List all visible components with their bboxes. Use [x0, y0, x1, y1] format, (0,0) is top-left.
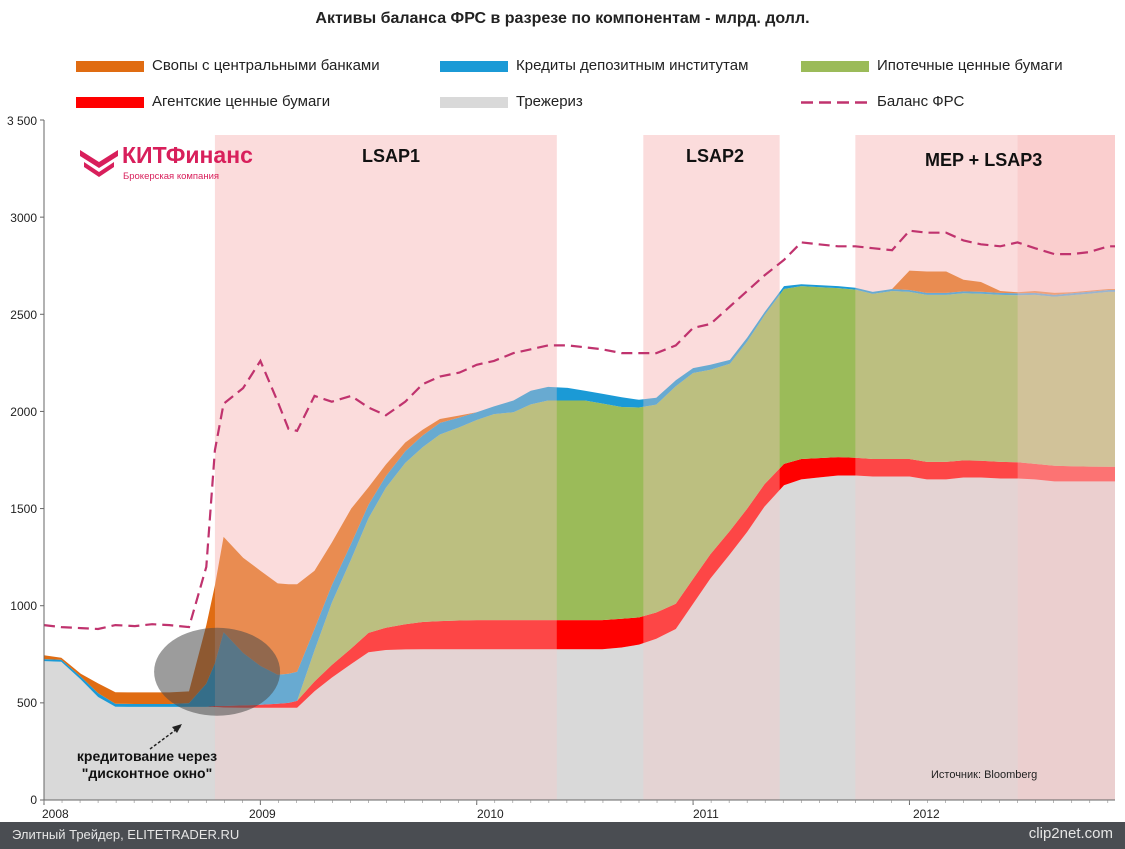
x-tick-label: 2008 [42, 807, 69, 821]
company-logo: КИТФинанс Брокерская компания [78, 142, 253, 188]
y-tick-label: 3000 [10, 211, 37, 225]
shaded-period-overlay [1017, 135, 1115, 800]
source-note: Источник: Bloomberg [931, 769, 1038, 781]
balance-line [43, 229, 1115, 631]
footer-bar: Элитный Трейдер, ELITETRADER.RU clip2net… [0, 822, 1125, 849]
series-line-balance [43, 229, 1115, 631]
legend-label-mortgage: Ипотечные ценные бумаги [877, 57, 1063, 74]
footer-site-label: Элитный Трейдер, ELITETRADER.RU [12, 827, 240, 842]
arrowhead-icon [172, 724, 182, 733]
y-tick-label: 1500 [10, 502, 37, 516]
legend-label-swaps: Свопы с центральными банками [152, 57, 380, 74]
legend-label-credits: Кредиты депозитным институтам [516, 57, 749, 74]
x-tick-label: 2011 [693, 807, 719, 821]
legend-label-agency: Агентские ценные бумаги [152, 93, 331, 110]
period-label-lsap2: LSAP2 [686, 146, 745, 166]
y-tick-label: 3 500 [6, 114, 37, 128]
highlight-ellipse [154, 627, 281, 716]
x-tick-label: 2012 [913, 807, 940, 821]
footer-watermark: clip2net.com [1028, 825, 1113, 842]
y-tick-label: 0 [30, 793, 37, 807]
x-tick-label: 2009 [249, 807, 276, 821]
chart-title: Активы баланса ФРС в разрезе по компонен… [315, 10, 810, 27]
shaded-period-overlay [214, 135, 557, 800]
series-area-трежериз [44, 475, 1115, 800]
x-tick-label: 2010 [477, 807, 504, 821]
y-tick-label: 1000 [10, 599, 37, 613]
legend-swatch-balance [801, 101, 869, 104]
period-overlay [214, 135, 1115, 800]
legend-swatch-treasuries [440, 97, 508, 108]
logo-icon [80, 150, 118, 177]
series-area-ипотечные-ценные-бумаги [44, 286, 1115, 707]
y-tick-label: 2000 [10, 405, 37, 419]
series-area-свопы-с-центральными-банками [44, 270, 1115, 704]
legend-label-treasuries: Трежериз [516, 93, 583, 110]
shaded-period-overlay [643, 135, 780, 800]
stacked-areas [44, 270, 1115, 800]
axes [40, 119, 1115, 805]
legend-swatch-agency [76, 97, 144, 108]
discount-window-annotation: кредитование через "дисконтное окно" [76, 748, 218, 781]
y-tick-label: 2500 [10, 308, 37, 322]
legend-swatch-mortgage [801, 61, 869, 72]
y-tick-label: 500 [16, 696, 37, 710]
legend-swatch-swaps [76, 61, 144, 72]
logo-name: КИТФинанс [122, 142, 253, 168]
logo-subtitle: Брокерская компания [123, 171, 220, 182]
period-label-lsap1: LSAP1 [362, 146, 421, 166]
legend-swatch-credits [440, 61, 508, 72]
legend-label-balance: Баланс ФРС [877, 93, 965, 110]
period-label-mep-lsap3: MEP + LSAP3 [925, 150, 1043, 170]
